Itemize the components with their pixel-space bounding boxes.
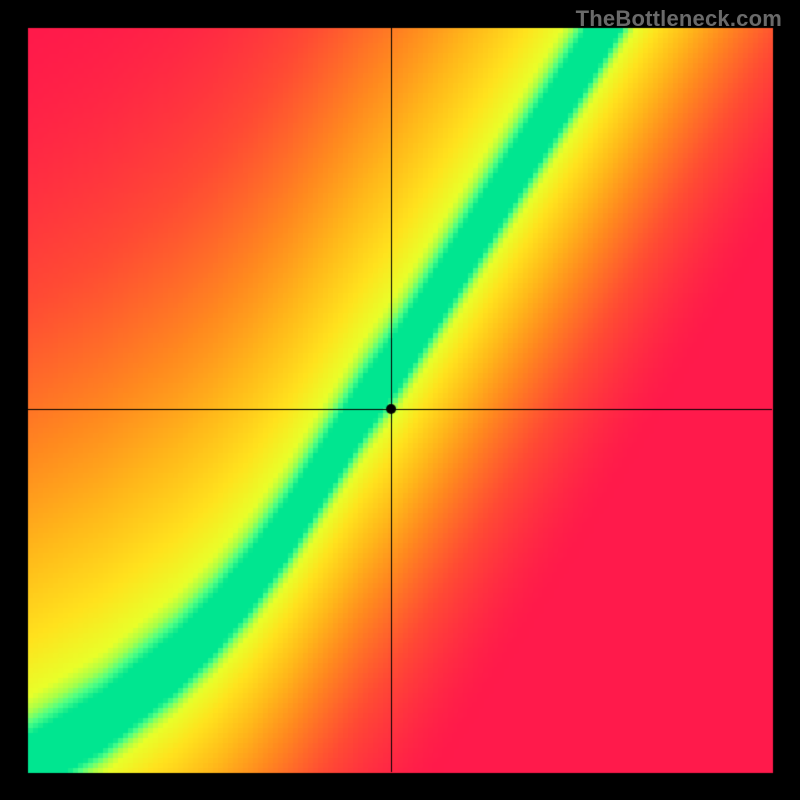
watermark-text: TheBottleneck.com — [576, 6, 782, 32]
heatmap-canvas — [0, 0, 800, 800]
stage: TheBottleneck.com — [0, 0, 800, 800]
